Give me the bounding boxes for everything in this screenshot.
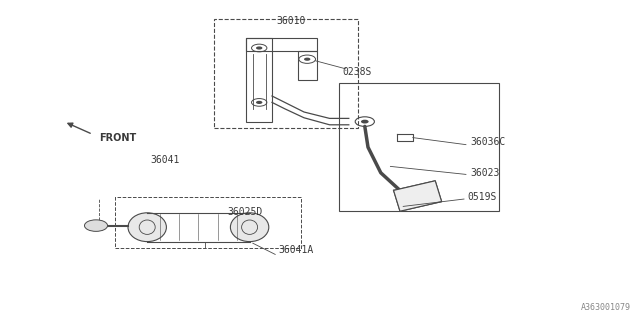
Text: 36025D: 36025D [227, 207, 262, 217]
Bar [214, 19, 358, 128]
Text: 0238S: 0238S [342, 67, 372, 77]
Circle shape [361, 120, 369, 124]
Bar [298, 51, 317, 80]
Bar [115, 197, 301, 248]
Circle shape [84, 220, 108, 231]
Text: 36010: 36010 [276, 16, 306, 26]
Bar [246, 38, 272, 122]
Bar [339, 83, 499, 211]
Circle shape [256, 101, 262, 104]
Text: 36041A: 36041A [278, 244, 314, 255]
Text: A363001079: A363001079 [580, 303, 630, 312]
Text: 36041: 36041 [150, 155, 180, 165]
Polygon shape [394, 181, 442, 211]
Text: 0519S: 0519S [467, 192, 497, 202]
Circle shape [256, 46, 262, 50]
Text: 36023: 36023 [470, 168, 500, 178]
Text: 36036C: 36036C [470, 137, 506, 148]
Ellipse shape [230, 213, 269, 242]
Circle shape [304, 58, 310, 61]
Text: FRONT: FRONT [99, 132, 136, 143]
Ellipse shape [128, 213, 166, 242]
Bar [246, 38, 317, 51]
